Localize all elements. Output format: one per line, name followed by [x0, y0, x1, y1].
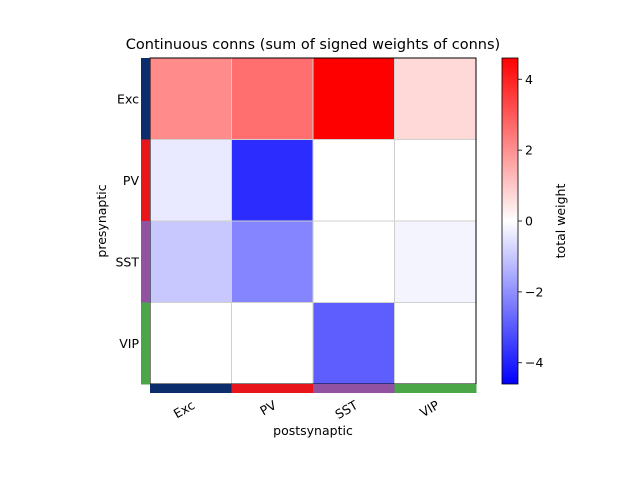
x-tick-label-vip: VIP — [417, 397, 442, 420]
y-tick-label-vip: VIP — [119, 336, 139, 351]
chart-title: Continuous conns (sum of signed weights … — [126, 37, 500, 53]
row-color-bar-pv — [141, 139, 150, 222]
cell-pv-sst — [313, 139, 395, 222]
cell-pv-exc — [150, 139, 232, 222]
row-color-bar-vip — [141, 302, 150, 385]
column-color-bar-sst — [313, 384, 395, 393]
heatmap-gridlines — [150, 58, 476, 384]
x-tick-label-exc: Exc — [171, 397, 198, 421]
cell-exc-exc — [150, 58, 232, 140]
colorbar-tick-label: −4 — [525, 355, 543, 370]
colorbar-tick-label: 0 — [525, 214, 533, 229]
column-color-bar-pv — [231, 384, 314, 393]
cell-vip-exc — [150, 302, 232, 385]
postsynaptic-color-bars — [150, 384, 477, 393]
cell-exc-pv — [231, 58, 314, 140]
cell-sst-pv — [231, 221, 314, 303]
x-tick-label-pv: PV — [257, 397, 279, 418]
cell-vip-pv — [231, 302, 314, 385]
cell-pv-vip — [394, 139, 477, 222]
colorbar — [501, 57, 519, 385]
y-tick-label-sst: SST — [115, 254, 139, 269]
colorbar-ticks: −4 −2 0 2 4 — [518, 72, 543, 370]
y-axis-label: presynaptic — [94, 184, 109, 257]
presynaptic-color-bars — [141, 58, 150, 385]
row-color-bar-sst — [141, 221, 150, 303]
cell-sst-sst — [313, 221, 395, 303]
y-tick-label-exc: Exc — [117, 91, 139, 106]
x-axis-label: postsynaptic — [273, 423, 353, 438]
x-tick-labels: Exc PV SST VIP — [171, 397, 442, 422]
colorbar-label: total weight — [553, 184, 568, 259]
cell-vip-sst — [313, 302, 395, 385]
colorbar-tick-label: 4 — [525, 72, 533, 87]
y-tick-label-pv: PV — [123, 173, 140, 188]
heatmap-cells — [150, 58, 477, 385]
cell-exc-vip — [394, 58, 477, 140]
y-tick-labels: Exc PV SST VIP — [115, 91, 139, 351]
cell-exc-sst — [313, 58, 395, 140]
column-color-bar-vip — [394, 384, 477, 393]
cell-pv-pv — [231, 139, 314, 222]
colorbar-tick-label: −2 — [525, 284, 543, 299]
column-color-bar-exc — [150, 384, 232, 393]
row-color-bar-exc — [141, 58, 150, 140]
cell-vip-vip — [394, 302, 477, 385]
colorbar-tick-label: 2 — [525, 143, 533, 158]
cell-sst-vip — [394, 221, 477, 303]
x-tick-label-sst: SST — [332, 397, 360, 422]
cell-sst-exc — [150, 221, 232, 303]
